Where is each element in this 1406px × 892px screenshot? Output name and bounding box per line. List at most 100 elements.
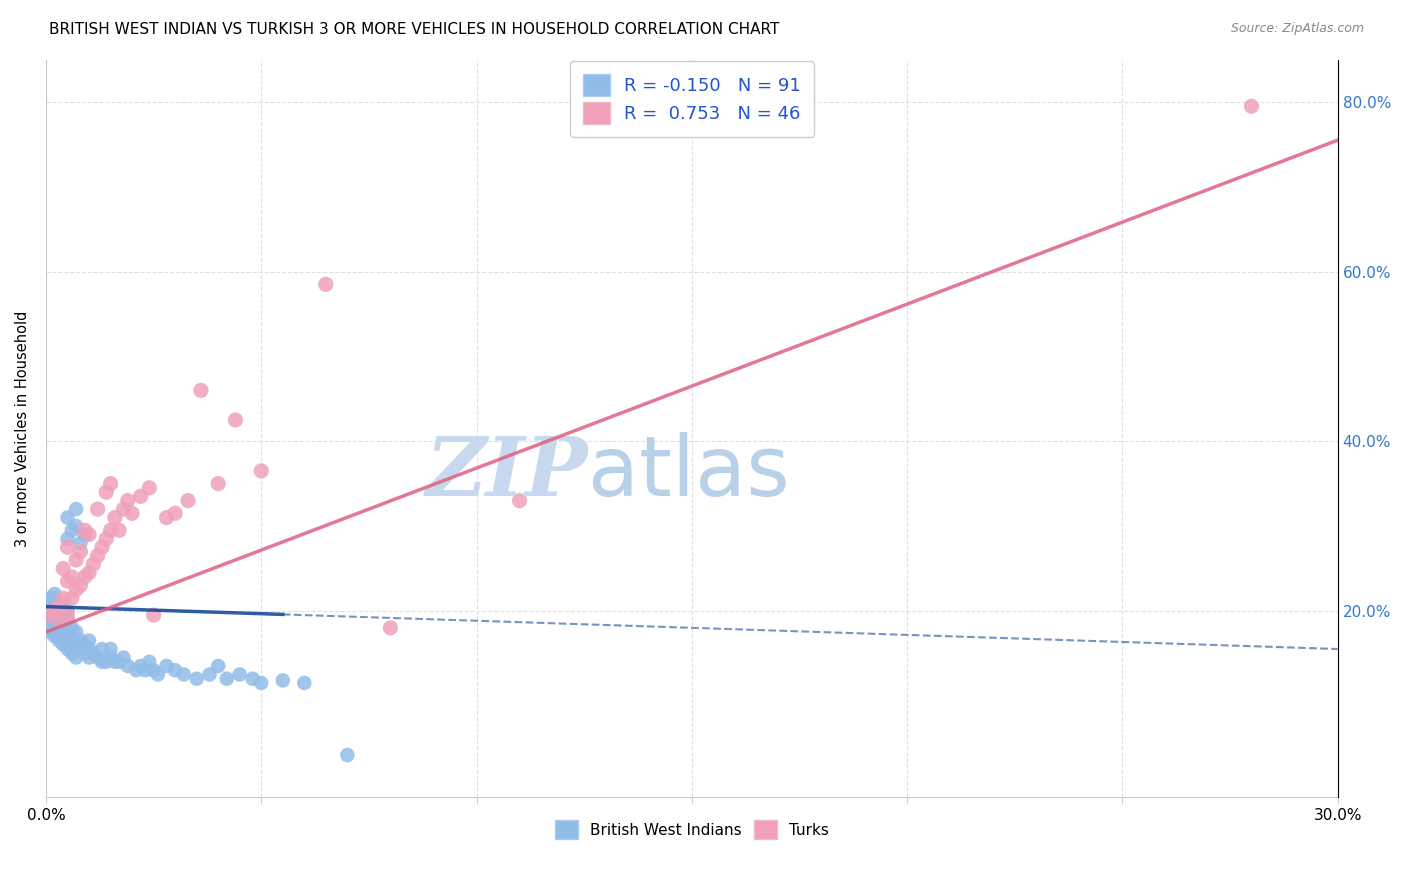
- Point: [44, 621, 66, 635]
- Point: [77, 527, 100, 541]
- Point: [138, 655, 160, 669]
- Point: [56, 625, 79, 640]
- Point: [69, 642, 91, 657]
- Point: [129, 489, 152, 503]
- Text: atlas: atlas: [589, 433, 790, 513]
- Point: [155, 659, 177, 673]
- Point: [96, 532, 118, 546]
- Point: [77, 566, 100, 580]
- Point: [52, 608, 75, 623]
- Point: [100, 650, 122, 665]
- Point: [44, 625, 66, 640]
- Point: [65, 519, 87, 533]
- Point: [52, 595, 75, 609]
- Point: [69, 536, 91, 550]
- Point: [56, 510, 79, 524]
- Point: [242, 672, 264, 686]
- Point: [44, 604, 66, 618]
- Point: [108, 655, 131, 669]
- Point: [65, 638, 87, 652]
- Point: [104, 655, 127, 669]
- Point: [60, 621, 83, 635]
- Point: [48, 621, 70, 635]
- Point: [52, 621, 75, 635]
- Point: [292, 676, 315, 690]
- Point: [48, 629, 70, 643]
- Point: [48, 599, 70, 614]
- Y-axis label: 3 or more Vehicles in Household: 3 or more Vehicles in Household: [15, 310, 30, 547]
- Point: [73, 638, 96, 652]
- Point: [60, 524, 83, 538]
- Point: [207, 659, 229, 673]
- Point: [207, 476, 229, 491]
- Point: [173, 667, 195, 681]
- Point: [69, 544, 91, 558]
- Point: [73, 570, 96, 584]
- Point: [44, 591, 66, 606]
- Point: [39, 595, 62, 609]
- Point: [77, 633, 100, 648]
- Point: [60, 638, 83, 652]
- Point: [165, 506, 187, 520]
- Point: [112, 650, 135, 665]
- Point: [65, 502, 87, 516]
- Point: [250, 464, 273, 478]
- Point: [96, 655, 118, 669]
- Point: [215, 672, 238, 686]
- Point: [48, 625, 70, 640]
- Point: [60, 646, 83, 660]
- Point: [52, 604, 75, 618]
- Point: [86, 650, 108, 665]
- Point: [82, 558, 104, 572]
- Point: [52, 638, 75, 652]
- Point: [65, 650, 87, 665]
- Point: [56, 541, 79, 555]
- Point: [69, 633, 91, 648]
- Point: [100, 476, 122, 491]
- Point: [186, 672, 208, 686]
- Point: [60, 591, 83, 606]
- Point: [48, 633, 70, 648]
- Point: [73, 524, 96, 538]
- Point: [142, 608, 165, 623]
- Point: [112, 502, 135, 516]
- Point: [77, 650, 100, 665]
- Point: [52, 629, 75, 643]
- Point: [100, 642, 122, 657]
- Point: [39, 599, 62, 614]
- Point: [224, 413, 246, 427]
- Point: [56, 612, 79, 626]
- Point: [44, 616, 66, 631]
- Point: [86, 502, 108, 516]
- Point: [44, 604, 66, 618]
- Point: [52, 561, 75, 575]
- Point: [56, 608, 79, 623]
- Point: [39, 608, 62, 623]
- Point: [138, 481, 160, 495]
- Point: [56, 574, 79, 589]
- Point: [336, 747, 359, 762]
- Point: [177, 493, 200, 508]
- Point: [380, 621, 402, 635]
- Point: [48, 599, 70, 614]
- Point: [56, 604, 79, 618]
- Point: [100, 524, 122, 538]
- Point: [73, 527, 96, 541]
- Point: [142, 663, 165, 677]
- Text: BRITISH WEST INDIAN VS TURKISH 3 OR MORE VEHICLES IN HOUSEHOLD CORRELATION CHART: BRITISH WEST INDIAN VS TURKISH 3 OR MORE…: [49, 22, 779, 37]
- Point: [52, 616, 75, 631]
- Point: [39, 608, 62, 623]
- Point: [509, 493, 531, 508]
- Point: [117, 493, 139, 508]
- Point: [56, 642, 79, 657]
- Point: [69, 578, 91, 592]
- Text: ZIP: ZIP: [426, 433, 589, 513]
- Point: [44, 587, 66, 601]
- Point: [1240, 99, 1263, 113]
- Point: [39, 621, 62, 635]
- Legend: British West Indians, Turks: British West Indians, Turks: [548, 814, 835, 845]
- Point: [129, 659, 152, 673]
- Point: [48, 608, 70, 623]
- Point: [39, 604, 62, 618]
- Point: [48, 612, 70, 626]
